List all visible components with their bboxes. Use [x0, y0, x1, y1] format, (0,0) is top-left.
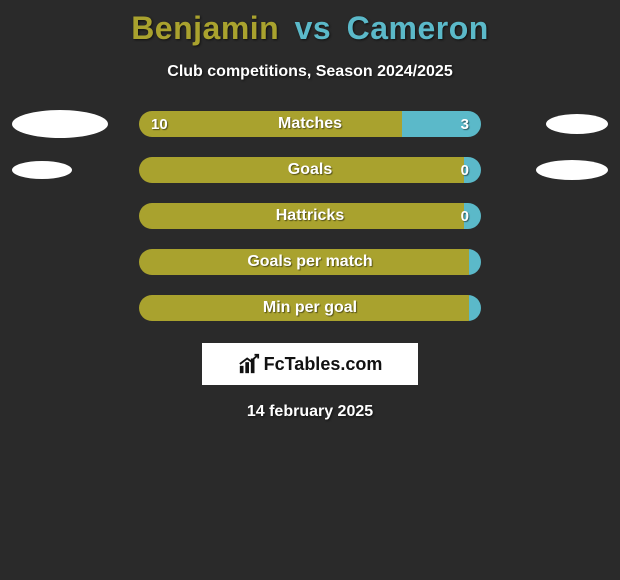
- stat-right-value: 0: [461, 162, 469, 179]
- stat-row: Goals per match: [0, 249, 620, 275]
- bar-seg-left: [139, 203, 464, 229]
- bar-seg-right: 0: [464, 203, 481, 229]
- root: Benjamin vs Cameron Club competitions, S…: [0, 0, 620, 421]
- weight-ellipse-left: [12, 110, 108, 138]
- bar-seg-left: [139, 157, 464, 183]
- stat-left-value: 10: [151, 116, 168, 133]
- stat-row: 103Matches: [0, 111, 620, 137]
- stat-bar: 0Hattricks: [139, 203, 481, 229]
- bar-seg-left: [139, 249, 469, 275]
- bar-seg-right: [469, 295, 481, 321]
- weight-ellipse-left: [12, 161, 72, 179]
- title-vs: vs: [295, 10, 332, 46]
- stat-bar: Min per goal: [139, 295, 481, 321]
- stat-bar: Goals per match: [139, 249, 481, 275]
- page-title: Benjamin vs Cameron: [131, 10, 489, 47]
- stat-row: Min per goal: [0, 295, 620, 321]
- branding-text: FcTables.com: [264, 354, 383, 375]
- bar-seg-right: [469, 249, 481, 275]
- stats-rows: 103Matches0Goals0HattricksGoals per matc…: [0, 111, 620, 321]
- date-text: 14 february 2025: [247, 403, 373, 421]
- bar-seg-left: 10: [139, 111, 402, 137]
- stat-bar: 103Matches: [139, 111, 481, 137]
- stat-row: 0Goals: [0, 157, 620, 183]
- weight-ellipse-right: [546, 114, 608, 134]
- stat-right-value: 0: [461, 208, 469, 225]
- title-player1: Benjamin: [131, 10, 279, 46]
- stat-right-value: 3: [461, 116, 469, 133]
- stat-row: 0Hattricks: [0, 203, 620, 229]
- branding-badge: FcTables.com: [202, 343, 418, 385]
- bar-seg-right: 3: [402, 111, 481, 137]
- weight-ellipse-right: [536, 160, 608, 180]
- title-player2: Cameron: [347, 10, 489, 46]
- subtitle: Club competitions, Season 2024/2025: [167, 63, 452, 81]
- stat-bar: 0Goals: [139, 157, 481, 183]
- bar-seg-left: [139, 295, 469, 321]
- bar-chart-up-icon: [238, 353, 260, 375]
- bar-seg-right: 0: [464, 157, 481, 183]
